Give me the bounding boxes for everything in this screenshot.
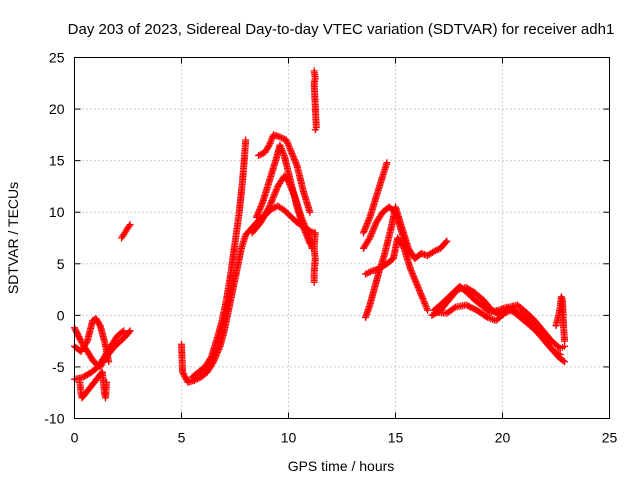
data-point-marker: [365, 269, 373, 277]
data-point-marker: [272, 186, 280, 194]
data-point-marker: [559, 357, 567, 365]
series-track-d: [76, 368, 111, 402]
data-point-marker: [462, 301, 470, 309]
y-tick-label: 15: [49, 153, 65, 169]
x-tick-label: 20: [495, 430, 511, 446]
series-track-b: [71, 314, 113, 366]
data-point-marker: [120, 327, 128, 335]
data-point-marker: [311, 229, 319, 237]
data-point-marker: [432, 247, 440, 255]
data-point-marker: [255, 151, 263, 159]
y-tick-label: 20: [49, 101, 65, 117]
data-point-marker: [470, 305, 478, 313]
data-marks: [71, 67, 569, 402]
data-point-marker: [464, 302, 472, 310]
data-point-marker: [82, 339, 90, 347]
axis-ticks: 0 5 10 15 20 25 -10 -5 0 5 10 15 20 25: [44, 50, 617, 446]
data-point-marker: [103, 378, 111, 386]
data-point-marker: [267, 198, 275, 206]
data-point-marker: [266, 201, 274, 209]
x-tick-label: 10: [281, 430, 297, 446]
data-point-marker: [550, 347, 558, 355]
x-tick-label: 25: [602, 430, 618, 446]
data-point-marker: [271, 189, 279, 197]
data-point-marker: [561, 358, 569, 366]
data-point-marker: [362, 270, 370, 278]
data-point-marker: [443, 237, 451, 245]
data-point-marker: [310, 67, 318, 75]
y-tick-label: 25: [49, 50, 65, 66]
data-point-marker: [264, 204, 272, 212]
x-tick-label: 0: [71, 430, 79, 446]
series-track-o: [359, 203, 412, 257]
data-point-marker: [105, 358, 113, 366]
data-point-marker: [271, 190, 279, 198]
data-point-marker: [404, 249, 412, 257]
data-point-marker: [430, 247, 438, 255]
series-track-r: [432, 301, 564, 359]
data-point-marker: [258, 150, 266, 158]
series-track-n: [359, 159, 391, 237]
data-point-marker: [265, 203, 273, 211]
y-tick-label: 5: [57, 256, 65, 272]
data-point-marker: [95, 320, 103, 328]
data-point-marker: [366, 268, 374, 276]
data-point-marker: [264, 143, 272, 151]
data-point-marker: [482, 313, 490, 321]
data-point-marker: [553, 349, 561, 357]
series-track-j: [248, 172, 316, 252]
x-tick-label: 15: [388, 430, 404, 446]
data-point-marker: [242, 136, 250, 144]
data-point-marker: [551, 348, 559, 356]
data-point-marker: [207, 354, 215, 362]
data-point-marker: [383, 159, 391, 167]
y-tick-label: 10: [49, 204, 65, 220]
data-point-marker: [269, 194, 277, 202]
data-point-marker: [465, 303, 473, 311]
data-point-marker: [424, 306, 432, 314]
data-point-marker: [556, 351, 564, 359]
data-point-marker: [279, 134, 287, 142]
data-point-marker: [467, 303, 475, 311]
y-tick-label: 0: [57, 307, 65, 323]
series-track-e: [118, 221, 134, 242]
data-point-marker: [126, 327, 134, 335]
data-point-marker: [365, 235, 373, 243]
series-track-s: [552, 293, 569, 345]
data-point-marker: [267, 200, 275, 208]
data-point-marker: [555, 350, 563, 358]
data-point-marker: [126, 221, 134, 229]
y-tick-label: -10: [44, 411, 64, 427]
data-point-marker: [442, 238, 450, 246]
data-point-marker: [269, 195, 277, 203]
y-tick-label: -5: [52, 359, 65, 375]
data-point-marker: [256, 151, 264, 159]
data-point-marker: [268, 197, 276, 205]
plot-frame: [74, 57, 610, 419]
series-track-k: [310, 67, 320, 286]
data-point-marker: [209, 359, 217, 367]
data-point-marker: [433, 246, 441, 254]
data-point-marker: [306, 208, 314, 216]
data-point-marker: [561, 337, 569, 345]
x-tick-label: 5: [178, 430, 186, 446]
data-point-marker: [363, 269, 371, 277]
data-point-marker: [278, 134, 286, 142]
series-track-h: [255, 131, 314, 216]
series-track-g: [188, 136, 250, 381]
data-point-marker: [450, 304, 458, 312]
data-point-marker: [273, 184, 281, 192]
data-point-marker: [270, 192, 278, 200]
data-point-marker: [125, 328, 133, 336]
data-point-marker: [276, 133, 284, 141]
y-axis-label: SDTVAR / TECUs: [5, 182, 21, 294]
chart-title: Day 203 of 2023, Sidereal Day-to-day VTE…: [68, 21, 615, 38]
data-point-marker: [118, 328, 126, 336]
data-point-marker: [468, 304, 476, 312]
data-point-marker: [125, 222, 133, 230]
data-point-marker: [272, 187, 280, 195]
x-axis-label: GPS time / hours: [288, 458, 395, 474]
